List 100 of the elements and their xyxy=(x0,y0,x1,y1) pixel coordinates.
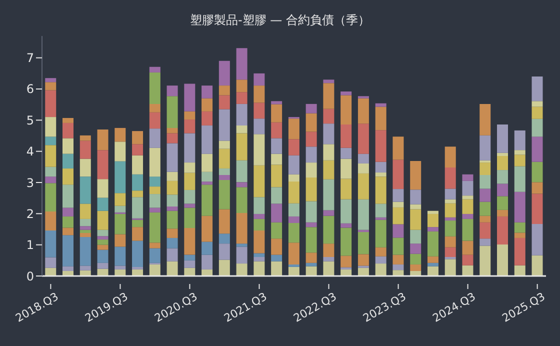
bar xyxy=(236,182,248,188)
bar xyxy=(340,95,352,125)
bar xyxy=(306,146,317,163)
bar xyxy=(62,154,74,168)
bar xyxy=(444,236,456,248)
bar xyxy=(132,220,144,228)
bar xyxy=(166,133,178,144)
bar xyxy=(80,226,91,230)
bar xyxy=(184,204,196,208)
bar xyxy=(392,264,404,270)
bar xyxy=(97,244,108,250)
bar xyxy=(184,111,196,120)
y-tick-label: 7 xyxy=(26,51,34,66)
bar xyxy=(97,150,108,180)
bar xyxy=(97,198,108,211)
bar xyxy=(218,209,230,234)
bar xyxy=(80,218,91,226)
bar xyxy=(323,210,334,216)
bar xyxy=(410,204,422,210)
bar xyxy=(45,117,56,137)
y-tick-label: 1 xyxy=(26,238,34,252)
bar xyxy=(358,268,369,276)
bar xyxy=(288,155,300,174)
bar xyxy=(202,242,213,255)
bar xyxy=(254,230,265,254)
bar xyxy=(323,160,334,180)
bar xyxy=(132,144,144,156)
bar xyxy=(427,262,438,266)
bar xyxy=(340,228,352,256)
bar xyxy=(323,256,334,262)
bar xyxy=(375,162,386,173)
bar xyxy=(114,234,126,247)
bar xyxy=(514,150,526,155)
bar xyxy=(166,143,178,172)
bar xyxy=(114,246,126,266)
bar xyxy=(306,162,317,178)
bar xyxy=(410,254,422,264)
bar xyxy=(306,266,317,276)
bar xyxy=(427,266,438,276)
bar xyxy=(340,158,352,179)
bar xyxy=(462,265,474,276)
bar xyxy=(45,257,56,268)
bar xyxy=(166,210,178,229)
bar xyxy=(532,118,543,137)
bar xyxy=(45,82,56,90)
bar xyxy=(271,254,282,262)
bar xyxy=(202,125,213,154)
bar xyxy=(114,193,126,206)
bar xyxy=(496,216,508,245)
bar xyxy=(480,222,491,239)
bar xyxy=(532,255,543,276)
y-tick-label: 3 xyxy=(26,176,34,190)
bar xyxy=(288,139,300,156)
bar xyxy=(62,122,74,138)
bar xyxy=(392,136,404,160)
bar xyxy=(462,196,474,200)
bar xyxy=(236,160,248,182)
bar xyxy=(288,264,300,267)
bar xyxy=(288,203,300,216)
bar xyxy=(149,212,160,243)
bar xyxy=(410,190,422,204)
bar xyxy=(427,231,438,256)
bar xyxy=(480,246,491,276)
bar xyxy=(184,228,196,255)
bar xyxy=(496,184,508,196)
bar xyxy=(132,155,144,174)
bar xyxy=(218,148,230,168)
bar xyxy=(149,148,160,177)
bar xyxy=(306,104,317,114)
bar xyxy=(444,203,456,218)
bar xyxy=(132,131,144,144)
bar xyxy=(97,230,108,236)
bar xyxy=(480,135,491,160)
bar xyxy=(218,180,230,210)
bar xyxy=(218,175,230,180)
bar xyxy=(166,206,178,211)
bar xyxy=(202,182,213,185)
bar xyxy=(62,266,74,272)
bar xyxy=(427,210,438,214)
bar xyxy=(218,109,230,141)
bar xyxy=(271,154,282,165)
bar xyxy=(166,128,178,134)
bar xyxy=(80,176,91,204)
bar xyxy=(358,163,369,174)
bar xyxy=(271,164,282,188)
bar xyxy=(218,140,230,149)
bar xyxy=(45,166,56,177)
bar xyxy=(514,130,526,150)
bar xyxy=(532,106,543,119)
bar xyxy=(532,224,543,256)
bar xyxy=(306,201,317,222)
bar xyxy=(45,183,56,212)
y-tick-label: 4 xyxy=(26,144,34,159)
bar xyxy=(462,174,474,181)
bar xyxy=(218,95,230,110)
bar xyxy=(45,145,56,167)
bar xyxy=(306,252,317,263)
bar xyxy=(202,111,213,126)
bar xyxy=(218,86,230,96)
bar xyxy=(114,128,126,142)
